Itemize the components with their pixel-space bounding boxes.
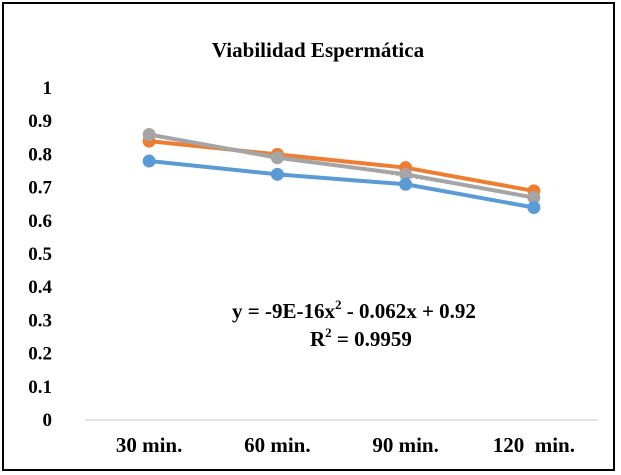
- y-tick-label: 0.3: [28, 310, 52, 331]
- data-point: [270, 151, 284, 165]
- r-squared-label: R2 = 0.9959: [310, 325, 412, 351]
- data-point: [142, 154, 156, 168]
- chart-title: Viabilidad Espermática: [212, 38, 425, 62]
- x-tick-label: 120 min.: [493, 433, 575, 457]
- data-point: [399, 167, 413, 181]
- x-axis: 30 min. 60 min. 90 min. 120 min.: [116, 433, 575, 457]
- y-tick-label: 0.5: [28, 244, 52, 265]
- y-tick-label: 1: [43, 78, 53, 99]
- y-axis: 0 0.1 0.2 0.3 0.4 0.5 0.6 0.7 0.8 0.9 1: [28, 78, 52, 431]
- y-tick-label: 0: [43, 410, 53, 431]
- x-tick-label: 60 min.: [244, 433, 311, 457]
- data-point: [527, 201, 541, 215]
- y-tick-label: 0.1: [28, 377, 52, 398]
- y-tick-label: 0.4: [28, 277, 52, 298]
- series-line: [148, 159, 535, 210]
- x-tick-label: 90 min.: [372, 433, 439, 457]
- data-point: [142, 127, 156, 141]
- data-point: [270, 167, 284, 181]
- series-group: [142, 127, 541, 215]
- trendline-equation: y = -9E-16x2 - 0.062x + 0.92: [232, 297, 476, 323]
- chart-frame: [2, 2, 615, 471]
- data-point: [527, 191, 541, 205]
- data-point: [399, 177, 413, 191]
- trendline-annotation: y = -9E-16x2 - 0.062x + 0.92 R2 = 0.9959: [232, 297, 476, 351]
- x-tick-label: 30 min.: [116, 433, 183, 457]
- y-tick-label: 0.7: [28, 178, 52, 199]
- y-tick-label: 0.8: [28, 144, 52, 165]
- y-tick-label: 0.2: [28, 344, 52, 365]
- y-tick-label: 0.6: [28, 211, 52, 232]
- y-tick-label: 0.9: [28, 111, 52, 132]
